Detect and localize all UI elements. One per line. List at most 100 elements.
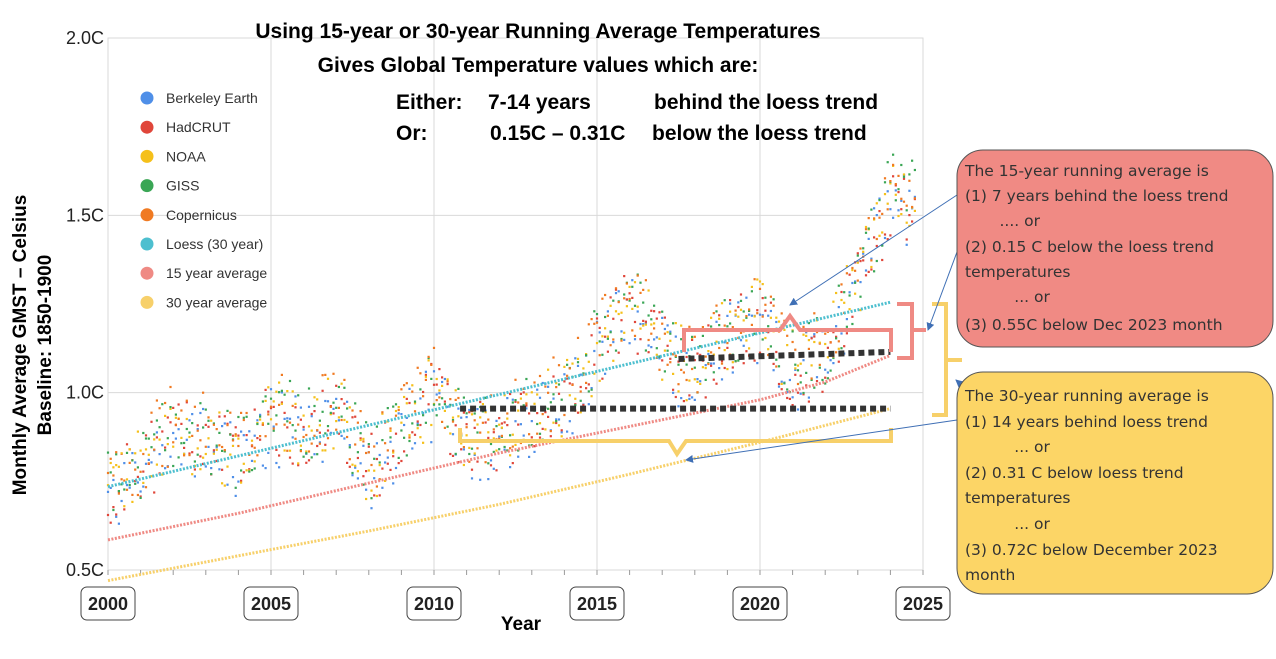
data-point [598,326,601,329]
data-point [245,469,248,472]
data-point [620,339,623,342]
data-point [476,460,479,463]
data-point [623,275,626,278]
grid-lines [107,37,924,575]
data-point [552,397,555,400]
data-point [215,428,218,431]
data-point [658,311,661,314]
bracket-15-year-vertical [897,302,926,360]
data-point [840,298,843,302]
data-point [489,442,493,446]
data-point [881,231,884,234]
data-point [544,385,547,388]
data-point [530,391,533,394]
data-point [405,382,408,385]
data-point [794,363,797,366]
data-point [802,359,805,362]
data-point [446,383,449,386]
data-point [248,468,251,471]
data-point [807,400,810,403]
data-point [878,216,881,219]
data-point [606,350,609,353]
data-point [430,441,433,444]
data-point [297,416,300,419]
data-point [769,309,772,313]
data-point [514,443,517,446]
data-point [576,336,580,339]
data-point [571,432,574,435]
data-point [777,385,781,388]
data-point [837,360,840,363]
data-point [468,408,471,412]
data-point [783,328,786,331]
data-point [346,435,349,439]
data-point [413,400,417,403]
x-tick-box-2020 [732,586,788,621]
data-point [547,368,550,371]
data-point [528,455,531,458]
data-point [892,175,895,178]
data-point [470,413,474,416]
data-point [536,422,539,426]
data-point [818,341,821,344]
data-point [432,370,436,373]
data-point [538,396,542,399]
data-point [547,385,550,388]
data-point [340,382,343,385]
data-point [710,362,713,365]
data-point [136,430,139,433]
data-point [696,380,699,383]
data-point [813,386,816,389]
data-point [237,480,240,483]
data-point [886,190,889,193]
callout-30-line-4: (2) 0.31 C below loess trend [965,464,1184,482]
data-point [169,385,172,389]
data-point [500,434,503,437]
data-point [183,441,186,445]
data-point [109,461,112,465]
data-point [712,312,715,315]
data-point [791,396,794,399]
data-point [468,452,471,456]
data-point [633,334,637,337]
data-point [614,287,618,290]
data-point [729,322,732,325]
data-point [253,408,256,411]
data-point [862,250,865,253]
data-point [568,367,571,370]
arrow-30-to-chart [685,419,958,463]
data-point [432,383,436,386]
data-point [642,288,645,291]
data-point [416,366,419,369]
data-point [769,295,772,298]
data-point [729,302,732,305]
data-point [748,313,751,316]
data-point [674,322,677,325]
data-point [568,420,571,423]
legend: Berkeley Earth HadCRUT NOAA GISS Copernicus L… [140,90,267,310]
data-point [509,447,512,450]
data-point [125,443,129,446]
callout-15-line-7: (3) 0.55C below Dec 2023 month [965,316,1223,334]
data-point [307,425,311,428]
data-point [840,290,843,294]
data-point [278,381,281,384]
data-point [109,457,112,460]
data-point [305,450,308,453]
data-point [707,350,710,353]
data-point [199,402,202,405]
data-point [745,316,748,319]
data-point [566,358,569,362]
data-point [202,407,205,411]
data-point [172,441,175,444]
data-point [457,415,460,418]
data-point [786,388,789,391]
data-point [718,314,721,317]
data-point [272,405,275,408]
data-point [533,402,536,405]
data-point [642,324,645,327]
data-point [384,479,387,482]
data-point [519,423,522,426]
data-point [264,395,267,398]
data-point [495,419,498,422]
